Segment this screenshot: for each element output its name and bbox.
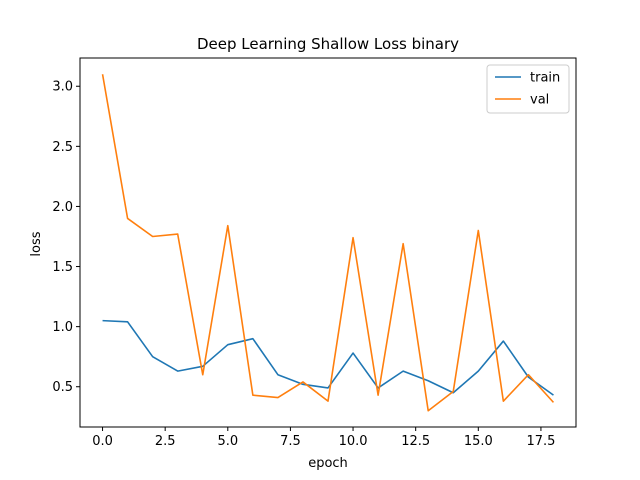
x-tick-label: 0.0: [92, 434, 113, 449]
y-tick-label: 2.5: [52, 140, 73, 155]
x-tick-label: 15.0: [464, 434, 493, 449]
legend-label-train: train: [530, 71, 560, 86]
series-line-train: [102, 319, 554, 396]
x-tick-label: 10.0: [339, 434, 368, 449]
x-tick-label: 5.0: [217, 434, 238, 449]
y-tick-label: 1.0: [52, 320, 73, 335]
plot-frame: [79, 57, 577, 428]
legend-label-val: val: [530, 93, 549, 108]
y-axis-label: loss: [29, 231, 44, 256]
y-tick-label: 0.5: [52, 380, 73, 395]
legend: train val: [486, 64, 570, 114]
y-tick-label: 3.0: [52, 80, 73, 95]
x-tick-label: 12.5: [401, 434, 430, 449]
x-tick-label: 7.5: [280, 434, 301, 449]
series-line-val: [101, 74, 555, 412]
x-tick-label: 2.5: [155, 434, 176, 449]
x-axis-label: epoch: [308, 456, 348, 471]
x-tick-label: 17.5: [526, 434, 555, 449]
y-tick-label: 2.0: [52, 200, 73, 215]
plot-area: 0.0 2.5 5.0 7.5 10.0 12.5 15.0 17.5 0.5 1.0 1.5 2.0…: [52, 57, 577, 449]
chart-title: Deep Learning Shallow Loss binary: [197, 35, 459, 53]
y-tick-label: 1.5: [52, 260, 73, 275]
